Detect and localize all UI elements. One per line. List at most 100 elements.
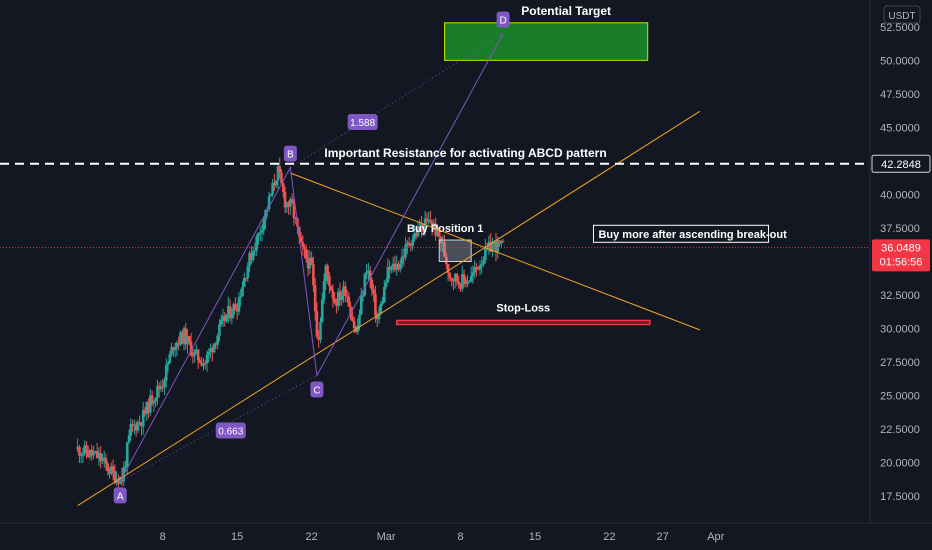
candle-body xyxy=(184,328,188,345)
candle-body xyxy=(485,247,489,249)
point-d-badge[interactable] xyxy=(496,11,510,28)
candle-body xyxy=(305,249,308,259)
fib-ratio-badge[interactable] xyxy=(215,422,246,439)
candle-body xyxy=(402,256,406,258)
candle-countdown: 01:56:56 xyxy=(880,256,923,268)
candle-body xyxy=(237,297,241,312)
candle-body xyxy=(280,172,283,184)
candle-body xyxy=(466,281,469,285)
candle-body xyxy=(258,232,262,234)
candle-body xyxy=(205,354,209,364)
candle-body xyxy=(180,332,184,344)
candle-body xyxy=(156,385,159,398)
candle-body xyxy=(448,273,452,278)
buy-position-zone[interactable] xyxy=(438,239,472,263)
candle-body xyxy=(322,281,326,300)
candle-body xyxy=(244,277,248,279)
breakout-note-box[interactable] xyxy=(592,224,769,243)
candle-body xyxy=(460,274,464,289)
candle-body xyxy=(423,218,427,232)
time-tick-label: 22 xyxy=(603,531,615,543)
point-c-label: C xyxy=(313,385,320,396)
candle-body xyxy=(269,194,273,197)
candle-body xyxy=(445,256,448,265)
candle-body xyxy=(473,267,477,273)
candle-body xyxy=(223,316,227,322)
candle-body xyxy=(186,336,189,345)
candle-body xyxy=(94,450,97,454)
candle-body xyxy=(101,459,104,462)
candle-body xyxy=(227,306,230,315)
candle-body xyxy=(375,315,379,320)
candle-body xyxy=(289,199,292,207)
candle-body xyxy=(250,252,253,260)
candle-body xyxy=(368,270,372,280)
candle-body xyxy=(216,335,219,345)
candle-body xyxy=(154,397,157,402)
candle-body xyxy=(294,217,297,219)
candle-body xyxy=(170,347,173,355)
candle-body xyxy=(85,445,88,454)
time-axis[interactable] xyxy=(0,523,932,550)
candle-body xyxy=(267,196,271,210)
abcd-pattern[interactable]: A B C D 0.663 1.588 xyxy=(113,11,510,504)
ascending-trendline[interactable] xyxy=(77,110,701,506)
candle-body xyxy=(310,257,313,265)
candle-body xyxy=(157,385,161,390)
candle-body xyxy=(102,457,106,460)
price-tick-label: 40.0000 xyxy=(880,189,920,201)
buy-position-label: Buy Position 1 xyxy=(407,223,483,235)
candle-body xyxy=(352,320,356,329)
candle-body xyxy=(468,281,471,283)
descending-trendline[interactable] xyxy=(290,172,701,331)
candle-body xyxy=(140,422,143,427)
candle-body xyxy=(79,455,83,457)
candle-body xyxy=(147,401,150,413)
candle-body xyxy=(354,328,358,333)
point-a-badge[interactable] xyxy=(113,487,127,504)
fib-ratio-badge[interactable] xyxy=(347,114,378,131)
candle-body xyxy=(131,423,134,426)
candle-body xyxy=(264,209,267,220)
candle-body xyxy=(443,242,446,257)
point-b-badge[interactable] xyxy=(283,145,297,162)
candle-body xyxy=(133,424,136,426)
candle-body xyxy=(395,263,399,270)
candle-body xyxy=(255,236,258,251)
stop-loss-zone[interactable] xyxy=(395,319,651,326)
candle-body xyxy=(86,453,90,457)
candle-body xyxy=(446,264,450,274)
candle-body xyxy=(257,232,260,237)
potential-target-zone[interactable] xyxy=(444,22,649,61)
candle-body xyxy=(248,252,251,267)
candle-body xyxy=(110,466,113,474)
candle-body xyxy=(464,279,468,285)
price-tick-label: 45.0000 xyxy=(880,122,920,134)
point-a-label: A xyxy=(117,491,124,502)
time-tick-label: 15 xyxy=(231,531,243,543)
candle-body xyxy=(418,227,422,230)
candle-body xyxy=(124,466,127,468)
candle-body xyxy=(113,471,117,483)
candle-body xyxy=(462,274,466,280)
candle-body xyxy=(414,233,418,237)
time-tick-label: 27 xyxy=(656,531,668,543)
fib-ratio-label: 1.588 xyxy=(350,118,375,129)
candle-body xyxy=(345,295,349,297)
point-c-badge[interactable] xyxy=(310,381,324,398)
price-tick-label: 27.5000 xyxy=(880,357,920,369)
candle-body xyxy=(413,233,416,240)
candle-body xyxy=(177,342,180,345)
candle-body xyxy=(335,302,338,306)
currency-badge[interactable] xyxy=(883,5,921,24)
candle-body xyxy=(134,424,138,431)
candle-body xyxy=(175,342,179,348)
candle-body xyxy=(416,227,420,237)
candle-body xyxy=(404,244,407,258)
candle-body xyxy=(283,192,287,208)
candle-body xyxy=(328,275,331,286)
candle-body xyxy=(251,251,255,260)
candle-body xyxy=(351,316,354,321)
candle-body xyxy=(420,223,423,230)
